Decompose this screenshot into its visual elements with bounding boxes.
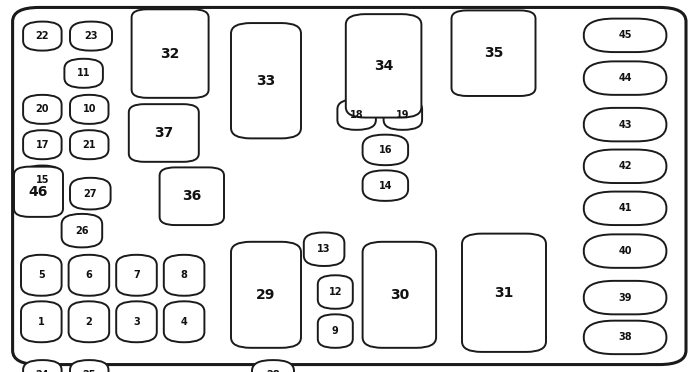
FancyBboxPatch shape: [62, 214, 102, 247]
Text: 39: 39: [618, 293, 632, 302]
Text: 11: 11: [77, 68, 90, 78]
Text: 37: 37: [154, 126, 174, 140]
Text: 13: 13: [317, 244, 331, 254]
Text: 31: 31: [494, 286, 514, 300]
Text: 43: 43: [618, 120, 632, 129]
Text: 24: 24: [36, 370, 49, 372]
Text: 17: 17: [36, 140, 49, 150]
FancyBboxPatch shape: [132, 9, 209, 98]
Text: 41: 41: [618, 203, 632, 213]
FancyBboxPatch shape: [584, 192, 666, 225]
FancyBboxPatch shape: [231, 23, 301, 138]
FancyBboxPatch shape: [304, 232, 344, 266]
Text: 7: 7: [133, 270, 140, 280]
FancyBboxPatch shape: [69, 255, 109, 296]
FancyBboxPatch shape: [318, 275, 353, 309]
Text: 35: 35: [484, 46, 503, 60]
Text: 46: 46: [29, 185, 48, 199]
FancyBboxPatch shape: [23, 130, 62, 159]
FancyBboxPatch shape: [584, 19, 666, 52]
Text: 18: 18: [350, 110, 363, 119]
Text: 10: 10: [83, 105, 96, 114]
Text: 5: 5: [38, 270, 45, 280]
Text: 36: 36: [182, 189, 202, 203]
Text: 15: 15: [36, 175, 49, 185]
FancyBboxPatch shape: [116, 301, 157, 342]
FancyBboxPatch shape: [462, 234, 546, 352]
FancyBboxPatch shape: [129, 104, 199, 162]
FancyBboxPatch shape: [116, 255, 157, 296]
FancyBboxPatch shape: [337, 99, 376, 130]
FancyBboxPatch shape: [584, 281, 666, 314]
FancyBboxPatch shape: [452, 10, 536, 96]
Text: 21: 21: [83, 140, 96, 150]
Text: 32: 32: [160, 46, 180, 61]
Text: 4: 4: [181, 317, 188, 327]
FancyBboxPatch shape: [70, 178, 111, 209]
FancyBboxPatch shape: [13, 7, 686, 365]
FancyBboxPatch shape: [584, 61, 666, 95]
FancyBboxPatch shape: [23, 360, 62, 372]
FancyBboxPatch shape: [14, 167, 63, 217]
Text: 42: 42: [618, 161, 632, 171]
Text: 14: 14: [379, 181, 392, 190]
FancyBboxPatch shape: [584, 321, 666, 354]
Text: 26: 26: [75, 226, 89, 235]
Text: 19: 19: [396, 110, 410, 119]
FancyBboxPatch shape: [363, 135, 408, 165]
FancyBboxPatch shape: [363, 242, 436, 348]
Text: 22: 22: [36, 31, 49, 41]
Text: 38: 38: [618, 333, 632, 342]
Text: 9: 9: [332, 326, 339, 336]
FancyBboxPatch shape: [23, 22, 62, 51]
FancyBboxPatch shape: [231, 242, 301, 348]
FancyBboxPatch shape: [23, 95, 62, 124]
Text: 2: 2: [85, 317, 92, 327]
Text: 8: 8: [181, 270, 188, 280]
Text: 12: 12: [328, 287, 342, 297]
FancyBboxPatch shape: [160, 167, 224, 225]
Text: 16: 16: [379, 145, 392, 155]
Text: 25: 25: [83, 370, 96, 372]
Text: 20: 20: [36, 105, 49, 114]
Text: 3: 3: [133, 317, 140, 327]
FancyBboxPatch shape: [70, 360, 108, 372]
Text: 28: 28: [266, 370, 280, 372]
FancyBboxPatch shape: [252, 360, 294, 372]
Text: 27: 27: [83, 189, 97, 199]
FancyBboxPatch shape: [363, 170, 408, 201]
Text: 23: 23: [84, 31, 98, 41]
FancyBboxPatch shape: [70, 130, 108, 159]
FancyBboxPatch shape: [70, 22, 112, 51]
Text: 45: 45: [618, 31, 632, 40]
Text: 1: 1: [38, 317, 45, 327]
FancyBboxPatch shape: [346, 14, 421, 118]
FancyBboxPatch shape: [584, 150, 666, 183]
Text: 34: 34: [374, 59, 393, 73]
FancyBboxPatch shape: [584, 234, 666, 268]
FancyBboxPatch shape: [69, 301, 109, 342]
Text: 6: 6: [85, 270, 92, 280]
FancyBboxPatch shape: [70, 95, 108, 124]
Text: 44: 44: [618, 73, 632, 83]
FancyBboxPatch shape: [584, 108, 666, 141]
Text: 30: 30: [390, 288, 409, 302]
FancyBboxPatch shape: [164, 301, 204, 342]
FancyBboxPatch shape: [64, 59, 103, 88]
FancyBboxPatch shape: [21, 301, 62, 342]
Text: 29: 29: [256, 288, 276, 302]
FancyBboxPatch shape: [23, 166, 62, 195]
Text: 33: 33: [256, 74, 276, 88]
FancyBboxPatch shape: [164, 255, 204, 296]
Text: 40: 40: [618, 246, 632, 256]
FancyBboxPatch shape: [21, 255, 62, 296]
FancyBboxPatch shape: [384, 99, 422, 130]
FancyBboxPatch shape: [318, 314, 353, 348]
